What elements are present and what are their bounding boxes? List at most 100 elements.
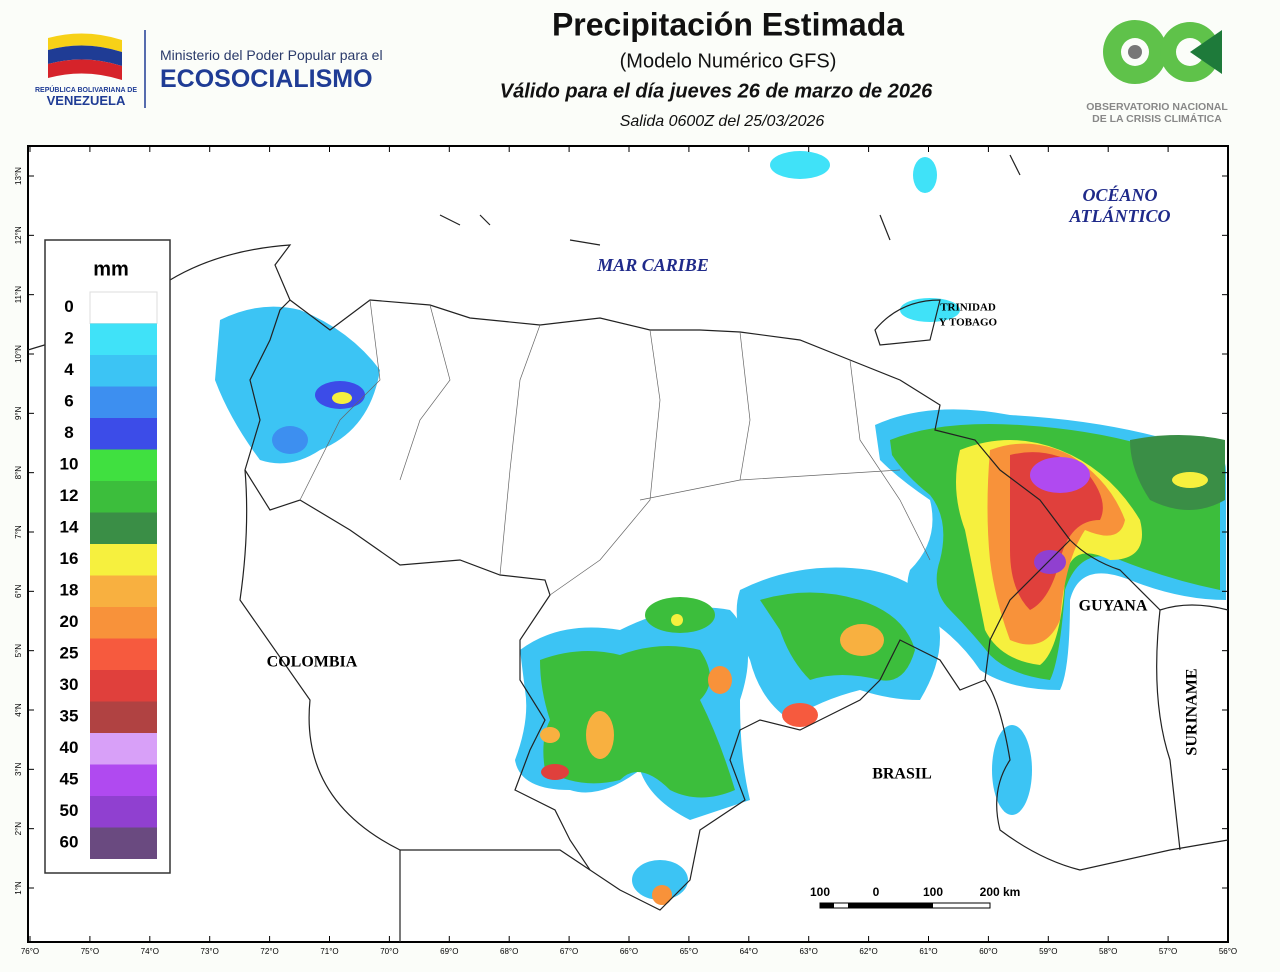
legend-swatch — [90, 670, 157, 702]
legend-label: 60 — [60, 833, 79, 852]
legend-label: 18 — [60, 581, 79, 600]
lat-label: 6°N — [14, 584, 23, 598]
legend-label: 4 — [64, 360, 74, 379]
legend-swatch — [90, 544, 157, 576]
logo-text: OBSERVATORIO NACIONAL — [1086, 101, 1228, 113]
legend-swatch — [90, 701, 157, 733]
lat-label: 8°N — [14, 466, 23, 480]
legend-swatch — [90, 418, 157, 450]
lat-label: 7°N — [14, 525, 23, 539]
scale-label: 100 — [810, 885, 830, 899]
lon-label: 76°O — [21, 947, 39, 956]
place-label: TRINIDAD — [940, 302, 996, 314]
precipitation — [215, 151, 1226, 905]
scale-label: 100 — [923, 885, 943, 899]
legend-label: 25 — [60, 644, 79, 663]
place-label: GUYANA — [1079, 598, 1148, 615]
legend-label: 30 — [60, 675, 79, 694]
legend-swatch — [90, 575, 157, 607]
legend-label: 14 — [60, 518, 79, 537]
legend-label: 35 — [60, 707, 79, 726]
logo-observatory: OBSERVATORIO NACIONAL DE LA CRISIS CLIMÁ… — [1086, 20, 1228, 125]
lon-label: 69°O — [440, 947, 458, 956]
run-info: Salida 0600Z del 25/03/2026 — [620, 113, 825, 130]
legend-swatch — [90, 481, 157, 513]
title: Precipitación Estimada — [552, 6, 904, 42]
scale-bar: 100 0 100 200 km — [810, 885, 1021, 909]
legend: 0 2 4 6 8 10 12 14 16 18 20 25 30 35 40 45 50 60 — [60, 291, 158, 859]
lon-label: 57°O — [1159, 947, 1177, 956]
lon-label: 67°O — [560, 947, 578, 956]
place-label: Y TOBAGO — [939, 317, 998, 329]
lon-label: 59°O — [1039, 947, 1057, 956]
place-label: ATLÁNTICO — [1068, 205, 1170, 226]
logo-text: VENEZUELA — [47, 93, 126, 108]
lat-label: 12°N — [14, 226, 23, 244]
lon-label: 56°O — [1219, 947, 1237, 956]
scale-label: 200 km — [980, 885, 1021, 899]
legend-swatch — [90, 733, 157, 765]
legend-swatch — [90, 607, 157, 639]
ministry-text: Ministerio del Poder Popular para el — [160, 47, 383, 63]
logo-text: DE LA CRISIS CLIMÁTICA — [1092, 112, 1222, 125]
lat-label: 9°N — [14, 406, 23, 420]
legend-swatch — [90, 449, 157, 481]
legend-swatch — [90, 512, 157, 544]
legend-unit: mm — [93, 258, 129, 280]
place-label: SURINAME — [1184, 668, 1201, 755]
lon-label: 63°O — [800, 947, 818, 956]
ministry-name: ECOSOCIALISMO — [160, 65, 373, 93]
state-borders — [299, 299, 931, 596]
legend-swatch — [90, 355, 157, 387]
place-label: OCÉANO — [1082, 184, 1157, 205]
lon-label: 60°O — [979, 947, 997, 956]
lat-label: 4°N — [14, 703, 23, 717]
lon-label: 74°O — [141, 947, 159, 956]
lon-label: 68°O — [500, 947, 518, 956]
legend-label: 40 — [60, 738, 79, 757]
lon-label: 70°O — [380, 947, 398, 956]
frame-ticks — [28, 146, 1229, 942]
logo-text: REPÚBLICA BOLIVARIANA DE — [35, 85, 137, 94]
legend-swatch — [89, 291, 158, 324]
subtitle: (Modelo Numérico GFS) — [620, 50, 837, 72]
lon-label: 66°O — [620, 947, 638, 956]
lat-label: 3°N — [14, 762, 23, 776]
legend-label: 20 — [60, 612, 79, 631]
legend-label: 10 — [60, 455, 79, 474]
legend-swatch — [90, 827, 157, 859]
lon-label: 71°O — [320, 947, 338, 956]
legend-label: 12 — [60, 486, 79, 505]
legend-label: 45 — [60, 770, 79, 789]
place-label: BRASIL — [872, 766, 932, 783]
lon-label: 64°O — [740, 947, 758, 956]
lat-label: 10°N — [14, 345, 23, 363]
logo-venezuela: REPÚBLICA BOLIVARIANA DE VENEZUELA — [35, 33, 137, 108]
lon-label: 62°O — [859, 947, 877, 956]
legend-swatch — [90, 323, 157, 355]
legend-label: 16 — [60, 549, 79, 568]
lon-label: 75°O — [81, 947, 99, 956]
lon-label: 72°O — [260, 947, 278, 956]
place-label: COLOMBIA — [267, 654, 358, 671]
lon-label: 58°O — [1099, 947, 1117, 956]
place-label: MAR CARIBE — [596, 255, 709, 275]
legend-swatch — [90, 796, 157, 828]
lon-label: 61°O — [919, 947, 937, 956]
legend-label: 0 — [64, 297, 73, 316]
lat-label: 11°N — [14, 286, 23, 304]
lat-label: 1°N — [14, 881, 23, 895]
lat-label: 5°N — [14, 644, 23, 658]
legend-label: 50 — [60, 801, 79, 820]
legend-swatch — [90, 764, 157, 796]
legend-swatch — [90, 638, 157, 670]
lat-label: 2°N — [14, 822, 23, 836]
lat-label: 13°N — [14, 167, 23, 185]
legend-label: 6 — [64, 392, 73, 411]
legend-label: 8 — [64, 423, 73, 442]
legend-label: 2 — [64, 329, 73, 348]
scale-label: 0 — [873, 885, 880, 899]
lon-label: 65°O — [680, 947, 698, 956]
map: MAR CARIBE OCÉANO ATLÁNTICO TRINIDAD Y T… — [27, 146, 1229, 942]
